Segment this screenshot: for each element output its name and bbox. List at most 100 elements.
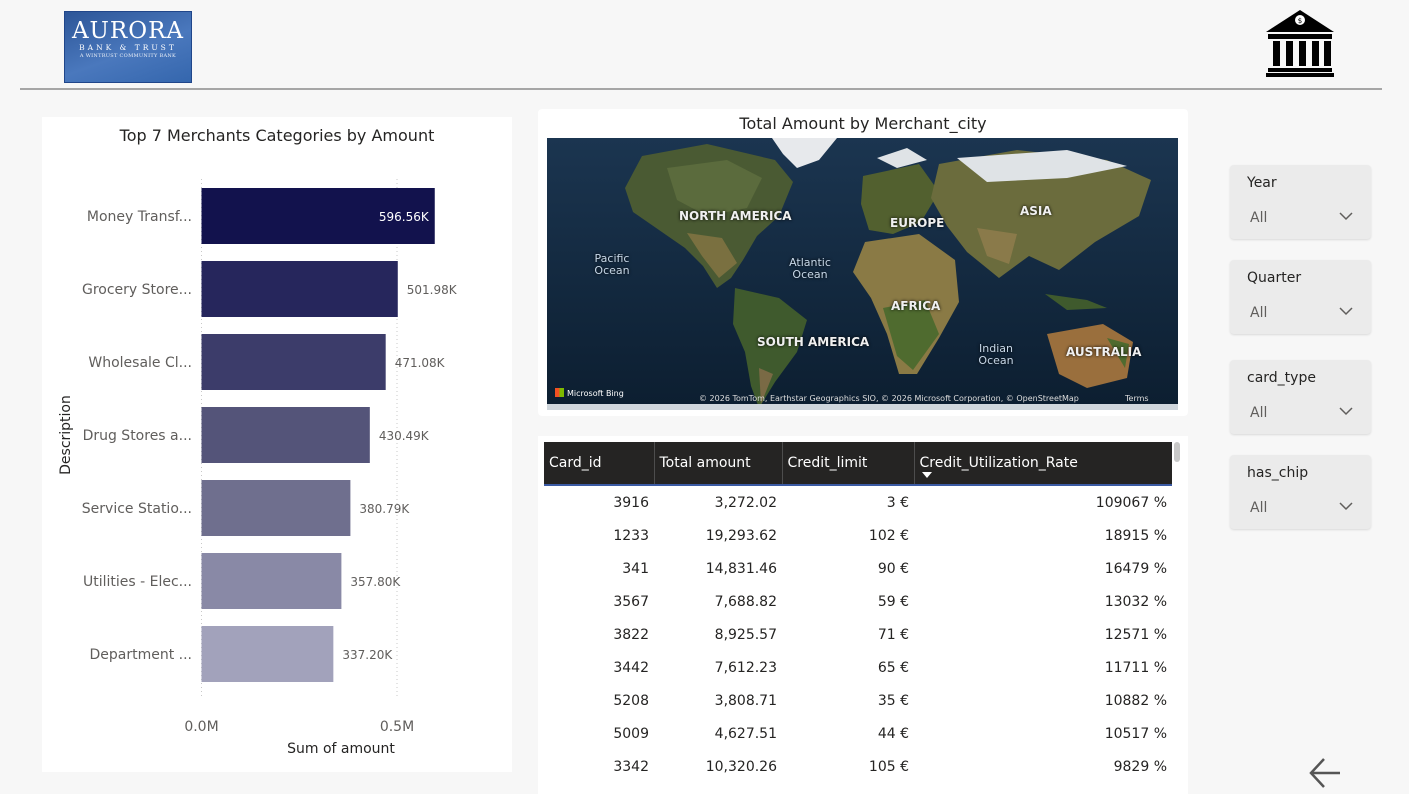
utilization-rate-cell: 18915 %	[1104, 527, 1167, 544]
x-axis-title: Sum of amount	[287, 741, 395, 757]
credit-limit-cell: 102 €	[868, 527, 909, 544]
card-id-cell: 3916	[613, 494, 649, 511]
category-label: Wholesale Cl...	[88, 355, 192, 371]
utilization-rate-cell: 109067 %	[1095, 494, 1167, 511]
logo-line-3: A WINTRUST COMMUNITY BANK	[79, 53, 177, 59]
microsoft-logo-icon	[555, 388, 564, 397]
table-row[interactable]: 5009 4,627.51 44 € 10517 %	[544, 717, 1172, 750]
total-amount-cell: 3,272.02	[714, 494, 777, 511]
data-label: 357.80K	[350, 575, 401, 589]
merchant-city-map-card[interactable]: Total Amount by Merchant_city	[538, 109, 1188, 416]
table-row[interactable]: 5208 3,808.71 35 € 10882 %	[544, 684, 1172, 717]
ocean-label: Pacific Ocean	[594, 252, 630, 277]
utilization-rate-cell: 10517 %	[1104, 725, 1167, 742]
continent-label: AFRICA	[891, 299, 941, 313]
merchant-categories-chart-card[interactable]: Top 7 Merchants Categories by Amount 0.0…	[42, 117, 512, 772]
table-row[interactable]: 3567 7,688.82 59 € 13032 %	[544, 585, 1172, 618]
chevron-down-icon[interactable]	[1339, 212, 1353, 221]
card-type-slicer[interactable]: card_type All	[1230, 360, 1371, 434]
x-tick-label: 0.0M	[184, 719, 218, 735]
utilization-rate-cell: 10882 %	[1104, 692, 1167, 709]
table-row[interactable]: 341 14,831.46 90 € 16479 %	[544, 552, 1172, 585]
year-slicer[interactable]: Year All	[1230, 165, 1371, 239]
table-row[interactable]: 3342 10,320.26 105 € 9829 %	[544, 750, 1172, 783]
column-header-total-amount[interactable]: Total amount	[653, 442, 782, 485]
credit-utilization-table-card[interactable]: Card_id Total amount Credit_limit Credit…	[538, 436, 1188, 794]
total-amount-cell: 3,808.71	[714, 692, 777, 709]
map-attribution: © 2026 TomTom, Earthstar Geographics SIO…	[699, 394, 1079, 403]
world-map[interactable]: NORTH AMERICA EUROPE ASIA AFRICA SOUTH A…	[547, 138, 1178, 410]
slicer-value[interactable]: All	[1250, 210, 1268, 226]
slicer-value[interactable]: All	[1250, 305, 1268, 321]
table-header-row: Card_id Total amount Credit_limit Credit…	[544, 442, 1172, 485]
utilization-rate-cell: 16479 %	[1104, 560, 1167, 577]
total-amount-cell: 10,320.26	[705, 758, 777, 775]
continent-label: ASIA	[1020, 204, 1052, 218]
slicer-value[interactable]: All	[1250, 500, 1268, 516]
slicer-title: Quarter	[1247, 270, 1302, 286]
column-header-credit-utilization-rate-label: Credit_Utilization_Rate	[919, 455, 1078, 471]
card-id-cell: 1233	[613, 527, 649, 544]
bing-brand-label: Microsoft Bing	[567, 389, 624, 398]
chevron-down-icon[interactable]	[1339, 502, 1353, 511]
category-label: Money Transf...	[87, 209, 192, 225]
column-header-credit-limit[interactable]: Credit_limit	[781, 442, 914, 485]
quarter-slicer[interactable]: Quarter All	[1230, 260, 1371, 334]
bar	[201, 188, 435, 244]
total-amount-cell: 7,612.23	[714, 659, 777, 676]
bing-brand: Microsoft Bing	[555, 388, 624, 398]
card-id-cell: 3567	[613, 593, 649, 610]
data-label: 430.49K	[379, 429, 430, 443]
bar	[201, 261, 398, 317]
card-id-cell: 3822	[613, 626, 649, 643]
x-tick-label: 0.5M	[380, 719, 414, 735]
total-amount-cell: 4,627.51	[714, 725, 777, 742]
slicer-title: card_type	[1247, 370, 1316, 386]
credit-limit-cell: 35 €	[877, 692, 909, 709]
table-row[interactable]: 1233 19,293.62 102 € 18915 %	[544, 519, 1172, 552]
bar	[201, 626, 334, 682]
data-label: 380.79K	[359, 502, 410, 516]
bar	[201, 407, 370, 463]
total-amount-cell: 7,688.82	[714, 593, 777, 610]
has-chip-slicer[interactable]: has_chip All	[1230, 455, 1371, 529]
ocean-label: Atlantic Ocean	[789, 256, 831, 281]
data-label: 501.98K	[407, 283, 458, 297]
continent-label: AUSTRALIA	[1066, 345, 1142, 359]
credit-limit-cell: 59 €	[877, 593, 909, 610]
table-scrollbar[interactable]	[1174, 442, 1180, 462]
credit-limit-cell: 44 €	[877, 725, 909, 742]
card-id-cell: 341	[622, 560, 649, 577]
table-row[interactable]: 3916 3,272.02 3 € 109067 %	[544, 485, 1172, 519]
bar	[201, 334, 386, 390]
utilization-rate-cell: 13032 %	[1104, 593, 1167, 610]
utilization-rate-cell: 11711 %	[1104, 659, 1167, 676]
chevron-down-icon[interactable]	[1339, 307, 1353, 316]
credit-limit-cell: 90 €	[877, 560, 909, 577]
ocean-label: Indian Ocean	[978, 342, 1014, 367]
category-label: Service Statio...	[82, 501, 192, 517]
logo-line-2: BANK & TRUST	[79, 43, 177, 52]
data-label: 596.56K	[379, 210, 430, 224]
data-label: 337.20K	[342, 648, 393, 662]
column-header-card-id[interactable]: Card_id	[549, 455, 602, 471]
data-label: 471.08K	[395, 356, 446, 370]
category-label: Drug Stores a...	[83, 428, 192, 444]
aurora-bank-logo: AURORA BANK & TRUST A WINTRUST COMMUNITY…	[64, 11, 192, 83]
table-row[interactable]: 3822 8,925.57 71 € 12571 %	[544, 618, 1172, 651]
credit-utilization-table: Card_id Total amount Credit_limit Credit…	[544, 442, 1172, 783]
total-amount-cell: 14,831.46	[705, 560, 777, 577]
card-id-cell: 5208	[613, 692, 649, 709]
credit-limit-cell: 105 €	[868, 758, 909, 775]
category-label: Grocery Store...	[82, 282, 192, 298]
map-title: Total Amount by Merchant_city	[739, 114, 987, 133]
credit-limit-cell: 71 €	[877, 626, 909, 643]
slicer-value[interactable]: All	[1250, 405, 1268, 421]
back-arrow-icon[interactable]	[1308, 756, 1342, 790]
table-row[interactable]: 3442 7,612.23 65 € 11711 %	[544, 651, 1172, 684]
card-id-cell: 3442	[613, 659, 649, 676]
chevron-down-icon[interactable]	[1339, 407, 1353, 416]
map-terms-link[interactable]: Terms	[1125, 394, 1149, 403]
column-header-credit-utilization-rate[interactable]: Credit_Utilization_Rate	[913, 442, 1172, 485]
logo-line-1: AURORA	[71, 18, 185, 44]
